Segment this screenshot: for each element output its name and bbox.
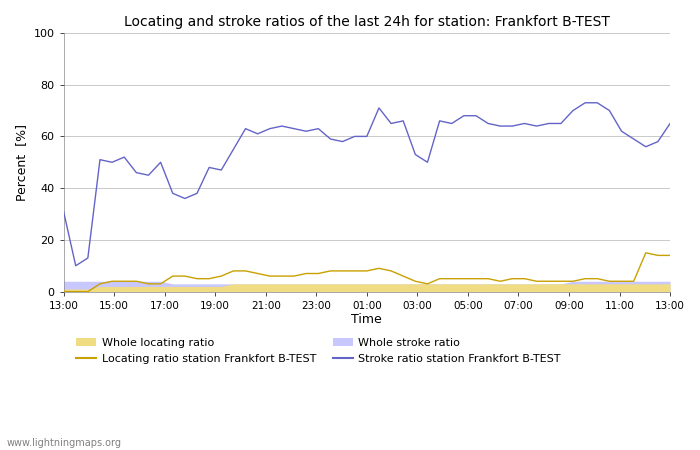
Title: Locating and stroke ratios of the last 24h for station: Frankfort B-TEST: Locating and stroke ratios of the last 2… <box>124 15 610 29</box>
X-axis label: Time: Time <box>351 313 382 326</box>
Legend: Whole locating ratio, Locating ratio station Frankfort B-TEST, Whole stroke rati: Whole locating ratio, Locating ratio sta… <box>76 338 561 364</box>
Y-axis label: Percent  [%]: Percent [%] <box>15 124 28 201</box>
Text: www.lightningmaps.org: www.lightningmaps.org <box>7 438 122 448</box>
